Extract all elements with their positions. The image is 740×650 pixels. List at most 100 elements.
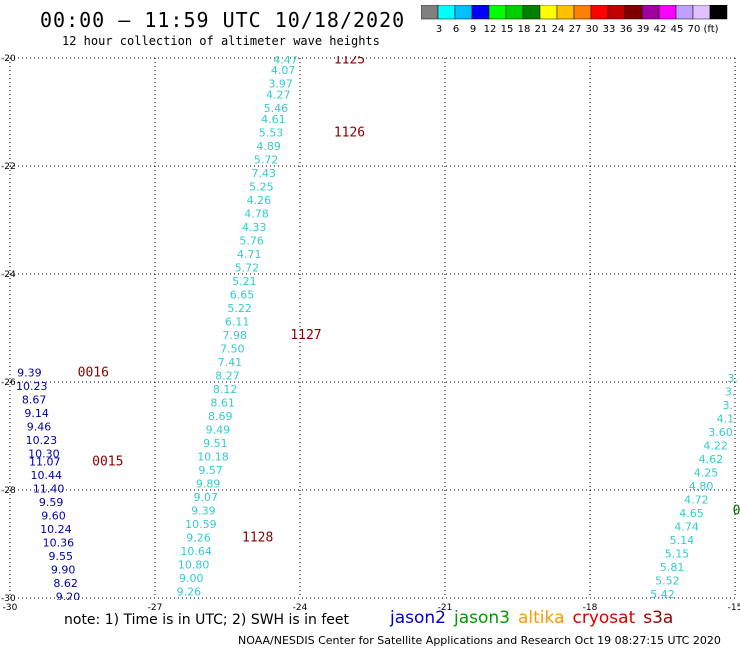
wave-height-label: 4.1 [717, 413, 735, 426]
x-tick-label: -18 [583, 603, 598, 613]
wave-height-label: 5.14 [670, 534, 695, 547]
satellite-legend: jason2 jason3 altika cryosat s3a [390, 608, 681, 628]
wave-height-label: 6.65 [230, 288, 255, 301]
x-tick-label: -15 [728, 603, 740, 613]
wave-height-label: 8.27 [215, 369, 240, 382]
colorbar-label: 3 [436, 24, 442, 35]
wave-height-label: 7.43 [252, 167, 277, 180]
wave-height-label: 5.25 [249, 180, 274, 193]
wave-height-label: 8.50 [63, 631, 88, 644]
wave-height-label: 8.33 [174, 599, 199, 612]
wave-height-label: 4.25 [694, 467, 719, 480]
wave-height-label: 5.72 [254, 153, 279, 166]
y-tick-label: -30 [1, 594, 16, 604]
footnote: note: 1) Time is in UTC; 2) SWH is in fe… [64, 612, 350, 628]
wave-height-label: 9.07 [194, 491, 219, 504]
wave-height-label: 4.72 [684, 494, 709, 507]
wave-height-label: 10.80 [178, 558, 210, 571]
time-label: 0016 [78, 366, 109, 381]
wave-height-label: 9.39 [191, 504, 216, 517]
colorbar-label: 6 [453, 24, 459, 35]
wave-height-label: 9.60 [41, 510, 66, 523]
wave-height-label: 7.41 [218, 356, 243, 369]
time-label: 1126 [334, 125, 365, 140]
colorbar-label: 70 [688, 24, 701, 35]
x-tick-label: -21 [438, 603, 453, 613]
legend-item-s3a: s3a [643, 608, 674, 628]
wave-height-label: 9.49 [206, 423, 231, 436]
wave-height-label: 4.47 [273, 53, 298, 66]
wave-height-label: 4.62 [699, 453, 724, 466]
y-tick-label: -26 [1, 378, 16, 388]
page-title: 00:00 – 11:59 UTC 10/18/2020 [40, 8, 406, 32]
wave-height-label: 5.72 [235, 261, 260, 274]
wave-height-label: 10.23 [16, 380, 48, 393]
wave-height-label: 8.62 [53, 577, 78, 590]
colorbar-label: 36 [620, 24, 633, 35]
colorbar-label: 27 [569, 24, 582, 35]
credit-line: NOAA/NESDIS Center for Satellite Applica… [238, 634, 721, 647]
wave-height-label: 10.24 [40, 523, 72, 536]
wave-height-label: 5.52 [655, 575, 680, 588]
wave-height-label: 6.11 [225, 315, 250, 328]
wave-height-label: 4.65 [679, 507, 704, 520]
wave-height-label: 10.18 [197, 450, 229, 463]
wave-height-label: 8.69 [208, 410, 233, 423]
wave-height-label: 3.60 [708, 426, 733, 439]
wave-height-label: 7.50 [220, 342, 245, 355]
time-label: 1127 [290, 328, 321, 343]
wave-height-label: 8.12 [213, 383, 238, 396]
colorbar-label: 9 [470, 24, 476, 35]
wave-height-label: 11.07 [29, 456, 61, 469]
wave-height-label: 4.78 [244, 207, 269, 220]
wave-height-label: 7.98 [223, 329, 248, 342]
wave-height-label: 9.90 [51, 564, 76, 577]
wave-height-label: 4.22 [703, 440, 728, 453]
wave-height-label: 3. [725, 386, 736, 399]
colorbar-label: 45 [671, 24, 684, 35]
wave-height-label: 5.22 [227, 302, 252, 315]
color-scale-bar: 3 6 9 12 15 18 21 24 27 30 33 36 39 42 45 70 (ft) [421, 5, 728, 35]
colorbar-label: 12 [484, 24, 497, 35]
x-tick-label: -30 [3, 603, 18, 613]
wave-height-label: 5.53 [259, 126, 284, 139]
wave-height-label: 9.20 [56, 591, 81, 604]
x-tick-label: -24 [293, 603, 308, 613]
wave-height-label: 10.23 [26, 434, 58, 447]
wave-height-label: 5.46 [264, 102, 289, 115]
wave-height-label: 9.14 [24, 407, 49, 420]
time-label: 1125 [334, 52, 365, 67]
wave-height-label: 5.21 [232, 275, 257, 288]
wave-height-label: 3. [727, 372, 738, 385]
wave-height-label: 10.59 [185, 518, 217, 531]
colorbar-label: 24 [552, 24, 565, 35]
wave-height-label: 5.15 [665, 548, 690, 561]
page-subtitle: 12 hour collection of altimeter wave hei… [62, 34, 380, 48]
wave-height-label: 9.46 [27, 421, 52, 434]
legend-item-altika: altika [518, 608, 565, 628]
wave-height-label: 4.71 [237, 248, 262, 261]
legend-item-jason2: jason2 [390, 608, 446, 628]
legend-item-cryosat: cryosat [572, 608, 636, 628]
colorbar-label: 15 [501, 24, 514, 35]
colorbar-label: 39 [637, 24, 650, 35]
y-tick-label: -20 [1, 54, 16, 64]
wave-height-label: 4.80 [689, 480, 714, 493]
wave-height-label: 9.55 [49, 550, 74, 563]
colorbar-label: 18 [518, 24, 531, 35]
y-tick-label: -28 [1, 486, 16, 496]
colorbar-swatch [709, 5, 728, 20]
wave-height-label: 9.26 [186, 531, 211, 544]
y-tick-label: -24 [1, 270, 16, 280]
wave-height-label: 9.59 [39, 496, 64, 509]
wave-height-label: 4.89 [256, 140, 281, 153]
y-tick-label: -22 [1, 162, 16, 172]
time-label: 1128 [242, 530, 273, 545]
wave-height-label: 9.26 [177, 585, 202, 598]
wave-height-label: 9.57 [198, 464, 223, 477]
time-label: 0015 [92, 455, 123, 470]
wave-height-label: 9.89 [196, 477, 221, 490]
wave-height-label: 10.30 [28, 448, 60, 461]
wave-height-label: 3.97 [268, 78, 293, 91]
